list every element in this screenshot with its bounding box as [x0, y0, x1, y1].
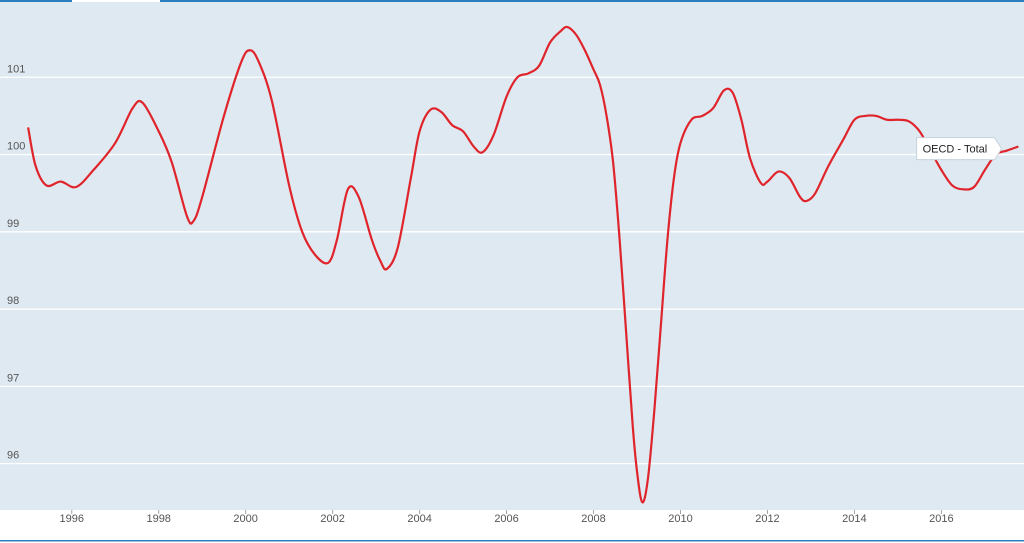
y-tick-label: 97 [7, 372, 19, 384]
grid-lines [0, 76, 1024, 465]
x-tick-label: 2008 [581, 513, 605, 525]
y-tick-label: 100 [7, 141, 25, 153]
x-tick-label: 1998 [146, 513, 170, 525]
y-tick-label: 101 [7, 63, 25, 75]
y-tick-label: 96 [7, 450, 19, 462]
x-tick-label: 2014 [842, 513, 866, 525]
plot-background [0, 0, 1024, 510]
x-tick-label: 2004 [407, 513, 431, 525]
bottom-accent-bar [0, 540, 1024, 542]
x-tick-label: 2000 [233, 513, 257, 525]
x-tick-label: 2016 [929, 513, 953, 525]
top-accent-tab [72, 0, 160, 2]
x-tick-label: 2002 [320, 513, 344, 525]
series-label-box [916, 137, 1003, 161]
x-axis-ticks: 1996 1998 2000 2002 2004 2006 2008 2010 2012 2014… [60, 510, 954, 525]
x-tick-label: 1996 [60, 513, 84, 525]
x-tick-label: 2006 [494, 513, 518, 525]
series-label-callout: OECD - Total [916, 137, 1003, 161]
x-tick-label: 2010 [668, 513, 692, 525]
series-layer [27, 25, 1019, 504]
y-tick-label: 98 [7, 295, 19, 307]
top-accent-bar [0, 0, 1024, 2]
x-tick-label: 2012 [755, 513, 779, 525]
y-axis-tick-labels: 96 97 98 99 100 101 [7, 63, 25, 461]
series-label-text: OECD - Total [923, 144, 988, 156]
series-line[interactable] [27, 25, 1019, 504]
y-tick-label: 99 [7, 218, 19, 230]
